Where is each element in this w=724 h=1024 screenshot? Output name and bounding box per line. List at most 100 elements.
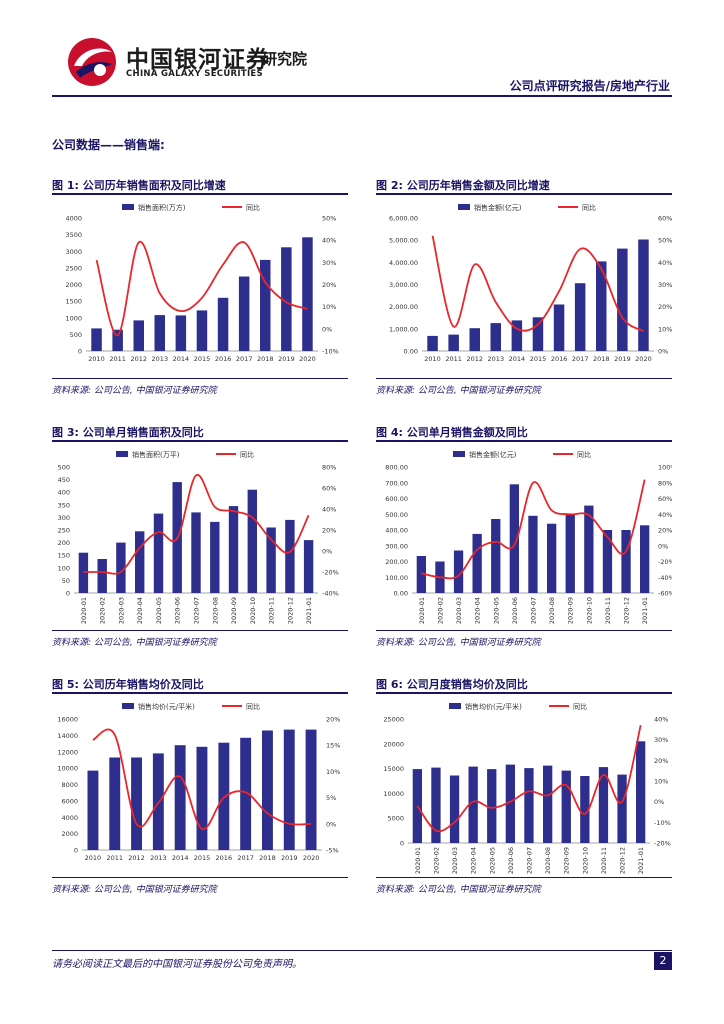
fig5-source: 资料来源: 公司公告, 中国银河证券研究院: [52, 885, 217, 895]
left-tick-label: 0: [66, 590, 70, 598]
left-tick-label: 400: [58, 489, 70, 497]
left-tick-label: 3500: [65, 231, 82, 239]
bar-2020-01: [416, 556, 426, 593]
left-tick-label: 4000: [61, 814, 78, 822]
left-tick-label: 500.00: [385, 511, 408, 519]
x-tick-label: 2012: [128, 854, 145, 862]
bar-2017: [240, 737, 252, 850]
right-tick-label: 0%: [322, 325, 332, 333]
right-tick-label: 60%: [658, 215, 672, 223]
bar-2020-07: [528, 515, 538, 593]
x-tick-label: 2020-06: [511, 597, 519, 624]
x-tick-label: 2020-03: [455, 597, 463, 624]
x-tick-label: 2017: [237, 854, 254, 862]
bar-2010: [91, 328, 102, 351]
x-tick-label: 2012: [130, 355, 147, 363]
legend-bar-swatch: [453, 451, 465, 457]
x-tick-label: 2010: [88, 355, 105, 363]
right-tick-label: 60%: [322, 485, 336, 493]
left-tick-label: 0.00: [394, 590, 408, 598]
x-tick-label: 2020-10: [585, 597, 593, 624]
left-tick-label: 3000: [65, 248, 82, 256]
x-tick-label: 2020-11: [604, 597, 612, 624]
bar-2013: [490, 323, 501, 351]
left-tick-label: 300: [58, 514, 70, 522]
left-tick-label: 16000: [57, 716, 78, 724]
bar-2016: [217, 297, 229, 351]
right-tick-label: -10%: [322, 348, 339, 356]
x-tick-label: 2020-07: [193, 597, 201, 624]
right-tick-label: 40%: [322, 237, 336, 245]
legend-bar-swatch: [122, 703, 134, 709]
fig2-source-rule: [376, 378, 672, 379]
right-tick-label: 80%: [658, 479, 672, 487]
left-tick-label: 400.00: [385, 527, 408, 535]
fig3-title-rule: [52, 440, 348, 442]
yoy-line: [416, 724, 642, 833]
yoy-line: [92, 728, 312, 830]
yoy-line: [421, 479, 646, 580]
left-tick-label: 2,000.00: [389, 303, 418, 311]
x-tick-label: 2016: [216, 854, 233, 862]
x-tick-label: 2021-01: [637, 847, 645, 874]
left-tick-label: 200.00: [385, 558, 408, 566]
legend-bar-label: 销售均价(元/平米): [465, 702, 522, 711]
right-tick-label: -60%: [658, 590, 672, 598]
bar-2020-08: [210, 521, 220, 593]
bar-2012: [469, 328, 480, 351]
right-tick-label: -20%: [658, 558, 672, 566]
x-tick-label: 2020-03: [451, 847, 459, 874]
x-tick-label: 2020-09: [563, 847, 571, 874]
bar-2020-03: [449, 775, 460, 843]
fig6-title-rule: [376, 692, 672, 694]
bar-2020-05: [487, 769, 497, 843]
bar-2020-03: [116, 542, 126, 593]
chart-fig1: 销售面积(万方) 同比 0 500 1000 1500 2000 2500 3000 3500 40…: [65, 203, 339, 363]
fig1-title-rule: [52, 193, 348, 195]
bar-2020-07: [191, 512, 201, 593]
bar-2020-05: [491, 519, 501, 593]
x-tick-label: 2011: [109, 355, 126, 363]
bar-2021-01: [640, 525, 650, 593]
fig3-title: 图 3: 公司单月销售面积及同比: [52, 426, 204, 439]
legend-bar-label: 销售金额(亿元): [474, 203, 522, 212]
left-tick-label: 10000: [383, 790, 404, 798]
bar-2020-02: [431, 767, 441, 843]
bar-2020: [305, 729, 317, 850]
fig2-title-rule: [376, 193, 672, 195]
fig3-source: 资料来源: 公司公告, 中国银河证券研究院: [52, 638, 217, 648]
fig5-title-rule: [52, 692, 348, 694]
left-tick-label: 14000: [57, 732, 78, 740]
bar-2020-04: [135, 531, 145, 593]
fig4-source-rule: [376, 630, 672, 631]
fig1-title: 图 1: 公司历年销售面积及同比增速: [52, 179, 226, 192]
bar-2011: [112, 329, 123, 351]
bar-2011: [109, 757, 121, 850]
x-tick-label: 2019: [281, 854, 298, 862]
bar-2018: [262, 730, 273, 850]
x-tick-label: 2021-01: [641, 597, 649, 624]
left-tick-label: 500: [58, 464, 70, 472]
right-tick-label: 5%: [326, 794, 336, 802]
bar-2015: [196, 746, 208, 850]
chart-fig2: 销售金额(亿元) 同比 0.00 1,000.00 2,000.00 3,000.00 4,…: [389, 203, 672, 363]
left-tick-label: 500: [70, 331, 82, 339]
bar-2017: [574, 283, 586, 351]
x-tick-label: 2015: [194, 854, 211, 862]
left-tick-label: 4,000.00: [389, 259, 418, 267]
left-tick-label: 0: [78, 348, 82, 356]
bar-2012: [131, 757, 142, 850]
right-tick-label: 20%: [322, 527, 336, 535]
right-tick-label: 0%: [322, 548, 332, 556]
x-tick-label: 2020-07: [526, 847, 534, 874]
right-tick-label: -40%: [322, 590, 339, 598]
x-tick-label: 2020-05: [155, 597, 163, 624]
chart-fig4: 销售金额(亿元) 同比 0.00 100.00 200.00 300.00 400.00 50…: [385, 450, 672, 624]
legend-bar-label: 销售面积(万方): [138, 203, 186, 212]
left-tick-label: 5000: [387, 815, 404, 823]
left-tick-label: 350: [58, 501, 70, 509]
x-tick-label: 2020-12: [623, 597, 631, 624]
x-tick-label: 2014: [173, 355, 190, 363]
right-tick-label: 40%: [654, 716, 668, 724]
x-tick-label: 2020-02: [436, 597, 444, 624]
